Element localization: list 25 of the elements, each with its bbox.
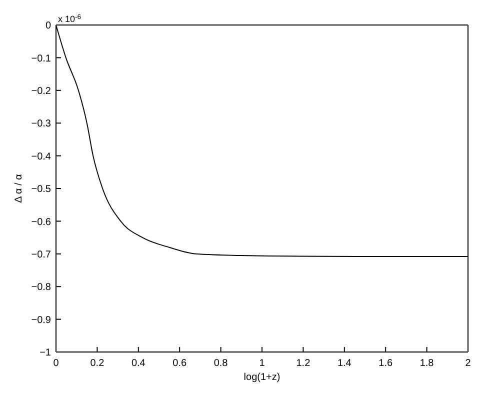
x-tick-label: 2 bbox=[465, 358, 472, 370]
y-tick-label: −0.1 bbox=[31, 53, 52, 64]
x-tick-label: 1 bbox=[259, 358, 266, 370]
x-tick-label: 0 bbox=[53, 358, 60, 370]
text: x 10$^{-6}$ bbox=[58, 14, 82, 24]
x-tick-label: 1.8 bbox=[420, 358, 434, 370]
y-tick-label: −0.9 bbox=[31, 314, 52, 326]
x-tick-label: 1.2 bbox=[296, 358, 311, 370]
x-tick-label: 0.6 bbox=[172, 358, 187, 370]
y-tick-label: 0 bbox=[45, 20, 52, 32]
x-tick-label: 0.8 bbox=[214, 358, 228, 370]
x-tick-label: 0.2 bbox=[90, 358, 105, 370]
y-tick-label: −0.6 bbox=[31, 216, 52, 228]
y-tick-label: −0.2 bbox=[31, 86, 52, 97]
x-axis-title: log(1+z) bbox=[244, 372, 280, 383]
x-tick-label: 1.6 bbox=[378, 358, 393, 370]
y-tick-label: −1 bbox=[40, 348, 52, 359]
y-tick-label: −0.8 bbox=[31, 282, 52, 294]
y-tick-label: −0.3 bbox=[31, 118, 52, 130]
x-tick-label: 1.4 bbox=[337, 358, 352, 370]
y-axis-title: Δ α / α bbox=[14, 174, 25, 203]
y-tick-label: −0.4 bbox=[31, 151, 52, 162]
y-tick-label: −0.7 bbox=[31, 249, 52, 260]
x-tick-label: 0.4 bbox=[131, 358, 146, 370]
y-tick-label: −0.5 bbox=[31, 184, 52, 196]
